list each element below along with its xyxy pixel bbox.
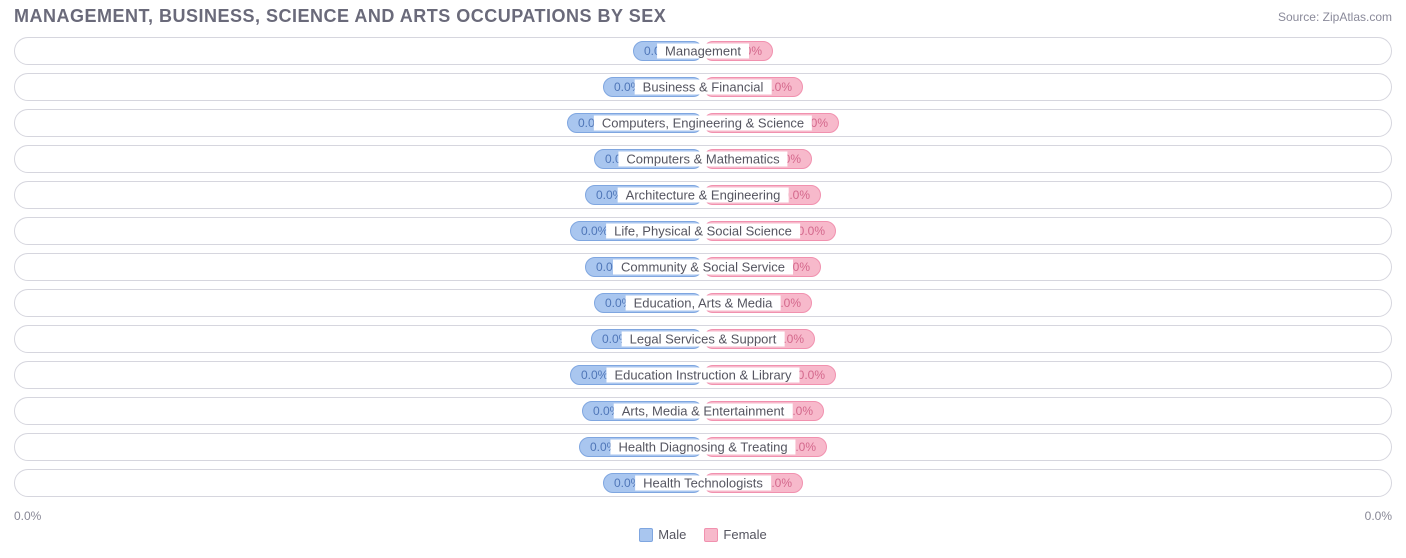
category-label: Community & Social Service (613, 260, 793, 275)
chart-area: 0.0%0.0%Management 0.0%0.0%Business & Fin… (0, 31, 1406, 507)
chart-source: Source: ZipAtlas.com (1278, 10, 1392, 24)
axis-right-label: 0.0% (1365, 509, 1392, 523)
category-label: Arts, Media & Entertainment (614, 404, 793, 419)
legend: Male Female (0, 527, 1406, 542)
chart-row: 0.0%0.0%Health Technologists (14, 469, 1392, 497)
chart-row: 0.0%0.0%Computers, Engineering & Science (14, 109, 1392, 137)
chart-row: 0.0%0.0%Education Instruction & Library (14, 361, 1392, 389)
category-label: Management (657, 44, 749, 59)
legend-swatch-female (704, 528, 718, 542)
legend-female-label: Female (723, 527, 766, 542)
chart-row: 0.0%0.0%Health Diagnosing & Treating (14, 433, 1392, 461)
chart-row: 0.0%0.0%Life, Physical & Social Science (14, 217, 1392, 245)
legend-male: Male (639, 527, 686, 542)
category-label: Computers & Mathematics (618, 152, 787, 167)
category-label: Life, Physical & Social Science (606, 224, 800, 239)
chart-row: 0.0%0.0%Legal Services & Support (14, 325, 1392, 353)
category-label: Business & Financial (635, 80, 772, 95)
chart-row: 0.0%0.0%Education, Arts & Media (14, 289, 1392, 317)
legend-male-label: Male (658, 527, 686, 542)
chart-row: 0.0%0.0%Arts, Media & Entertainment (14, 397, 1392, 425)
chart-row: 0.0%0.0%Business & Financial (14, 73, 1392, 101)
chart-row: 0.0%0.0%Architecture & Engineering (14, 181, 1392, 209)
category-label: Health Technologists (635, 476, 771, 491)
category-label: Health Diagnosing & Treating (610, 440, 795, 455)
chart-row: 0.0%0.0%Computers & Mathematics (14, 145, 1392, 173)
chart-header: MANAGEMENT, BUSINESS, SCIENCE AND ARTS O… (0, 0, 1406, 31)
chart-row: 0.0%0.0%Community & Social Service (14, 253, 1392, 281)
axis-row: 0.0% 0.0% (0, 509, 1406, 523)
axis-left-label: 0.0% (14, 509, 41, 523)
category-label: Architecture & Engineering (618, 188, 789, 203)
category-label: Legal Services & Support (622, 332, 785, 347)
chart-row: 0.0%0.0%Management (14, 37, 1392, 65)
category-label: Computers, Engineering & Science (594, 116, 812, 131)
chart-title: MANAGEMENT, BUSINESS, SCIENCE AND ARTS O… (14, 6, 666, 27)
legend-female: Female (704, 527, 766, 542)
category-label: Education Instruction & Library (606, 368, 799, 383)
legend-swatch-male (639, 528, 653, 542)
category-label: Education, Arts & Media (626, 296, 781, 311)
